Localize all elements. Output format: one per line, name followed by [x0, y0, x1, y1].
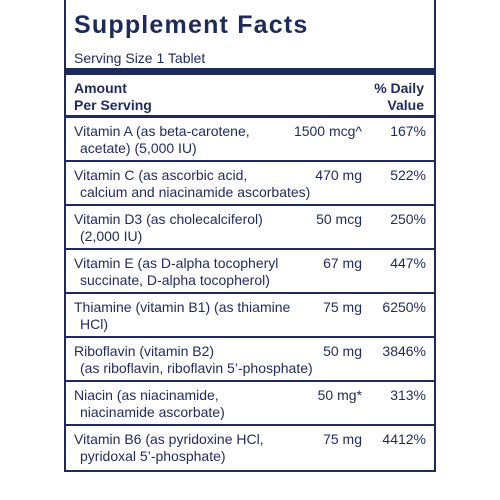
nutrient-name: Riboflavin (vitamin B2) — [74, 343, 215, 359]
nutrient-name: calcium and niacinamide ascorbates) — [80, 184, 311, 200]
row-rule — [66, 248, 434, 250]
serving-size: Serving Size 1 Tablet — [74, 50, 206, 66]
daily-value: 250% — [390, 211, 426, 227]
header-rule — [66, 115, 434, 118]
daily-value: 522% — [390, 167, 426, 183]
amount: 470 mg — [315, 167, 362, 183]
nutrient-name: Vitamin B6 (as pyridoxine HCl, — [74, 431, 264, 447]
daily-value: 4412% — [382, 431, 426, 447]
daily-value: 167% — [390, 123, 426, 139]
amount: 50 mg — [323, 343, 362, 359]
nutrient-name: Vitamin A (as beta-carotene, — [74, 123, 250, 139]
supplement-facts-panel: Supplement Facts Serving Size 1 Tablet A… — [64, 0, 436, 472]
amount-header: Per Serving — [74, 97, 152, 113]
nutrient-name: Niacin (as niacinamide, — [74, 387, 219, 403]
amount: 1500 mcg^ — [293, 123, 362, 139]
row-rule — [66, 336, 434, 338]
amount: 50 mg* — [317, 387, 362, 403]
amount: 67 mg — [323, 255, 362, 271]
nutrient-name: pyridoxal 5’-phosphate) — [80, 448, 226, 464]
daily-value: 3846% — [382, 343, 426, 359]
nutrient-name: Vitamin E (as D-alpha tocopheryl — [74, 255, 279, 271]
daily-value: 6250% — [382, 299, 426, 315]
dv-header: % Daily — [374, 80, 424, 96]
amount: 75 mg — [323, 299, 362, 315]
nutrient-name: acetate) (5,000 IU) — [80, 140, 197, 156]
title: Supplement Facts — [74, 11, 309, 39]
nutrient-name: niacinamide ascorbate) — [80, 404, 225, 420]
row-rule — [66, 204, 434, 206]
nutrient-name: Thiamine (vitamin B1) (as thiamine — [74, 299, 291, 315]
amount-header: Amount — [74, 80, 127, 96]
nutrient-name: Vitamin D3 (as cholecalciferol) — [74, 211, 263, 227]
nutrient-name: (as riboflavin, riboflavin 5’-phosphate) — [80, 360, 313, 376]
nutrient-name: (2,000 IU) — [80, 228, 143, 244]
nutrient-name: Vitamin C (as ascorbic acid, — [74, 167, 248, 183]
thick-rule — [66, 68, 434, 75]
row-rule — [66, 380, 434, 382]
amount: 75 mg — [323, 431, 362, 447]
nutrient-name: succinate, D-alpha tocopherol) — [80, 272, 270, 288]
daily-value: 447% — [390, 255, 426, 271]
row-rule — [66, 292, 434, 294]
dv-header: Value — [387, 97, 424, 113]
daily-value: 313% — [390, 387, 426, 403]
row-rule — [66, 160, 434, 162]
amount: 50 mcg — [316, 211, 362, 227]
nutrient-name: HCl) — [80, 316, 108, 332]
row-rule — [66, 424, 434, 426]
